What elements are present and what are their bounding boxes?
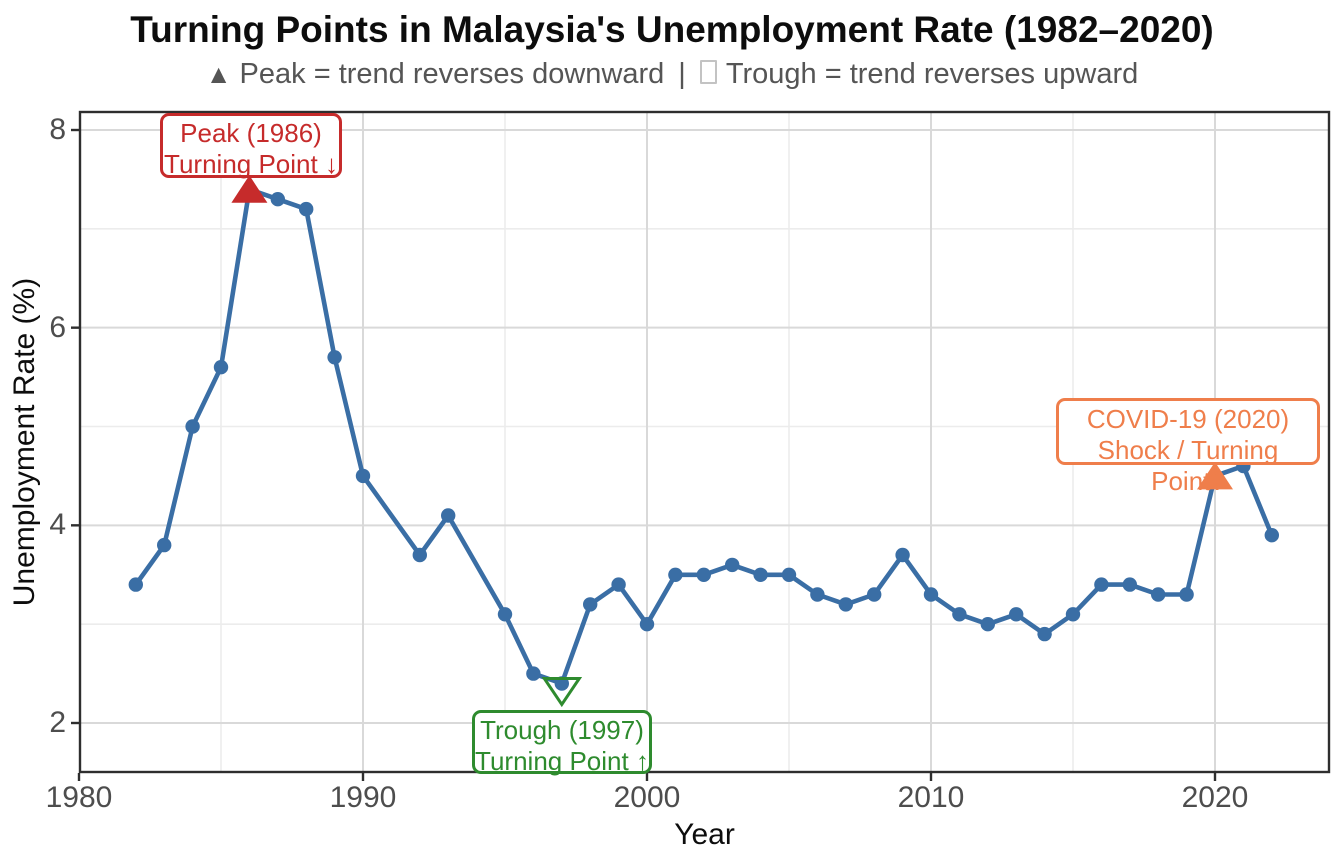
annotation-box-covid: COVID-19 (2020) Shock / Turning Point? [1056,398,1320,496]
annotation-trough-line1: Trough (1997) [480,715,644,745]
x-tick-label-1990: 1990 [329,781,397,814]
x-axis-title: Year [674,818,735,851]
data-point-2008 [867,587,882,602]
data-point-2022 [1264,528,1280,543]
data-point-1984 [185,419,200,434]
data-point-1989 [327,350,342,365]
data-point-1990 [355,468,371,484]
data-point-1987 [270,192,285,207]
data-point-2012 [980,617,995,632]
chart-subtitle: ▲ Peak = trend reverses downward | Trough … [0,58,1344,91]
y-tick-label-4: 4 [49,508,66,542]
subtitle-separator: | [678,58,686,90]
data-point-2010 [923,587,939,602]
data-point-1985 [213,360,229,375]
data-point-1992 [412,547,427,563]
data-point-2016 [1094,577,1109,592]
data-point-1982 [128,577,143,592]
annotation-box-peak: Peak (1986) Turning Point ↓ [160,113,342,179]
data-point-2001 [668,567,683,582]
x-tick-label-1980: 1980 [45,781,113,814]
data-point-1983 [157,537,172,553]
annotation-covid-line2: Shock / Turning Point? [1097,435,1279,496]
data-point-1998 [583,597,598,612]
covid-marker [1197,461,1233,490]
data-point-2006 [810,587,825,602]
annotation-peak-line1: Peak (1986) [180,118,322,148]
data-point-2018 [1151,587,1166,602]
y-tick-label-2: 2 [49,706,66,739]
data-point-2003 [725,557,740,573]
data-point-1999 [611,577,626,592]
data-point-2000 [639,617,655,632]
data-point-2009 [895,547,910,563]
data-point-2014 [1037,626,1052,642]
data-point-2005 [781,567,797,582]
x-tick-label-2020: 2020 [1181,781,1249,814]
subtitle-peak-text: Peak = trend reverses downward [239,58,665,90]
data-point-2007 [838,597,853,612]
trough-square-symbol [699,60,717,84]
data-point-2011 [952,607,967,622]
data-point-1988 [299,201,314,217]
annotation-covid-line1: COVID-19 (2020) [1086,404,1290,434]
subtitle-trough-text: Trough = trend reverses upward [725,58,1139,90]
y-tick-label-8: 8 [49,113,66,146]
trough-marker [541,676,583,708]
y-tick-label-6: 6 [49,310,66,344]
annotation-box-trough: Trough (1997) Turning Point ↑ [472,710,652,776]
y-axis-title: Unemployment Rate (%) [8,277,41,607]
data-point-2013 [1009,607,1024,622]
data-point-2002 [696,567,711,582]
data-point-1996 [526,666,541,681]
chart-title: Turning Points in Malaysia's Unemploymen… [130,9,1214,50]
data-point-2004 [753,567,768,582]
data-point-2019 [1179,587,1194,602]
panel-border [78,110,1331,774]
data-point-2015 [1065,607,1081,622]
data-point-1995 [497,607,513,622]
data-point-2017 [1122,577,1138,592]
peak-marker [231,175,268,203]
x-tick-label-2000: 2000 [613,781,681,814]
peak-triangle-symbol: ▲ [205,59,232,89]
x-tick-label-2010: 2010 [897,781,965,814]
annotation-trough-line2: Turning Point ↑ [475,746,649,776]
data-point-1993 [441,508,456,523]
annotation-peak-line2: Turning Point ↓ [164,149,338,179]
